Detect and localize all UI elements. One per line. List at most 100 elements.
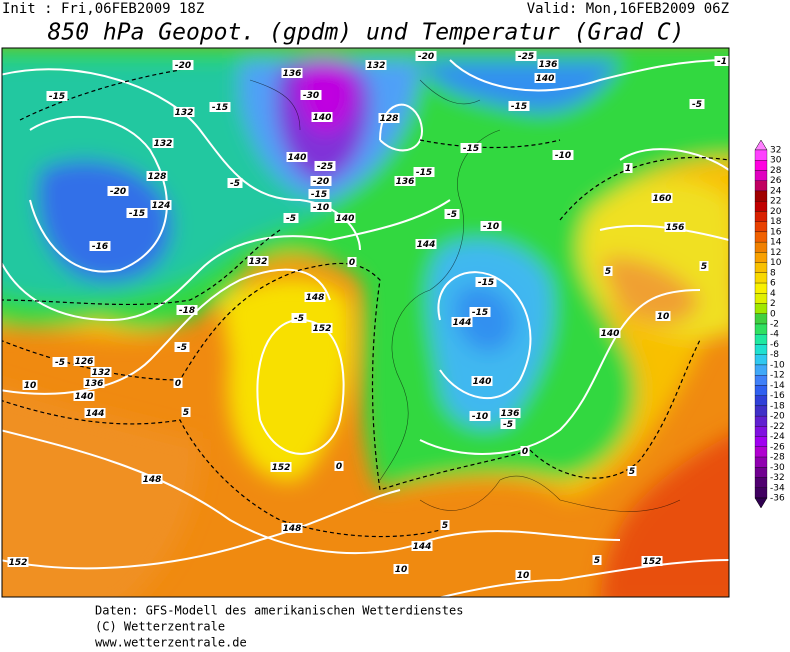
contour-label: 132 — [154, 139, 173, 149]
contour-label: -15 — [511, 102, 527, 112]
contour-label-box — [46, 91, 68, 101]
contour-label: 5 — [701, 262, 707, 272]
contour-label-box — [334, 461, 344, 471]
scale-swatch — [754, 262, 768, 273]
scale-swatch — [754, 252, 768, 263]
scale-label: 6 — [770, 279, 776, 289]
geopotential-contours — [2, 59, 729, 597]
contour-label: -15 — [49, 92, 65, 102]
scale-swatch — [754, 436, 768, 447]
contour-label: -15 — [416, 168, 432, 178]
scale-swatch — [754, 354, 768, 366]
scale-label: -12 — [770, 371, 785, 381]
scale-label: 30 — [770, 156, 782, 166]
contour-label-box — [394, 176, 416, 186]
contour-label-box — [141, 474, 163, 484]
contour-label-box — [181, 407, 191, 417]
contour-label-box — [281, 523, 303, 533]
contour-label-box — [641, 556, 663, 566]
contour-label: 0 — [175, 379, 181, 389]
scale-swatch — [754, 334, 768, 345]
contour-label: -15 — [478, 278, 494, 288]
contour-label: -30 — [303, 91, 319, 101]
contour-label-box — [515, 570, 531, 580]
scale-swatch — [754, 375, 768, 386]
scale-label: -4 — [770, 330, 779, 340]
contour-label-box — [475, 277, 497, 287]
contour-label: 148 — [306, 293, 325, 303]
scale-label: -30 — [770, 463, 785, 473]
contour-label: 128 — [148, 172, 167, 182]
contour-label: 1 — [625, 164, 631, 174]
contour-label: 140 — [75, 392, 94, 402]
contour-label: 140 — [288, 153, 307, 163]
contour-label-box — [393, 564, 409, 574]
scale-label: -26 — [770, 442, 785, 452]
scale-swatch — [754, 293, 768, 304]
scale-label: 18 — [770, 217, 782, 227]
contour-label: 132 — [249, 257, 268, 267]
scale-label: -32 — [770, 473, 785, 483]
scale-label: -6 — [770, 340, 779, 350]
contour-label-box — [52, 357, 68, 367]
contour-label: 10 — [517, 571, 530, 581]
contour-label-box — [515, 51, 537, 61]
valid-time: Valid: Mon,16FEB2009 06Z — [527, 1, 729, 17]
scale-swatch — [754, 364, 768, 376]
scale-swatch — [754, 467, 768, 478]
contour-label: 160 — [653, 194, 672, 204]
scale-swatch — [754, 190, 768, 202]
contour-label: 144 — [86, 409, 105, 419]
contour-label-box — [22, 380, 38, 390]
contour-label-box — [150, 200, 172, 210]
contour-label-box — [499, 408, 521, 418]
footer-url: www.wetterzentrale.de — [95, 636, 247, 649]
contour-label-box — [444, 209, 460, 219]
scale-label: 16 — [770, 227, 782, 237]
contour-label: -5 — [294, 314, 304, 324]
scale-label: -14 — [770, 381, 785, 391]
contour-label-box — [334, 213, 356, 223]
contour-label-box — [500, 419, 516, 429]
contour-label-box — [508, 101, 530, 111]
scale-label: -18 — [770, 401, 785, 411]
contour-label-box — [286, 152, 308, 162]
scale-label: 0 — [770, 309, 776, 319]
contour-label: 0 — [522, 447, 528, 457]
scale-swatch — [754, 344, 768, 355]
contour-label-box — [413, 167, 435, 177]
scale-swatch — [754, 426, 768, 437]
contour-label: 136 — [283, 69, 302, 79]
contour-label-box — [699, 261, 709, 271]
contour-label-box — [599, 328, 621, 338]
contour-label-box — [173, 378, 183, 388]
contour-label: 136 — [501, 409, 520, 419]
contour-label: 148 — [283, 524, 302, 534]
contour-label: -15 — [472, 308, 488, 318]
contour-label: -10 — [313, 203, 329, 213]
scale-swatch — [754, 211, 768, 222]
scale-label: 12 — [770, 248, 781, 258]
contour-label-box — [411, 541, 433, 551]
init-time: Init : Fri,06FEB2009 18Z — [2, 1, 204, 17]
contour-label: 144 — [417, 240, 436, 250]
contour-label-box — [291, 313, 307, 323]
contour-label: -5 — [230, 179, 240, 189]
contour-label-box — [592, 555, 602, 565]
contour-label: 140 — [601, 329, 620, 339]
contour-label-box — [415, 51, 437, 61]
contour-label: -5 — [55, 358, 65, 368]
scale-swatch — [754, 272, 768, 284]
contour-label: 136 — [539, 60, 558, 70]
contour-label-box — [311, 112, 333, 122]
contour-label-box — [623, 163, 633, 173]
scale-swatch — [754, 487, 768, 499]
contour-label-box — [451, 317, 473, 327]
contour-label-box — [73, 356, 95, 366]
contour-label-box — [308, 189, 330, 199]
scale-label: 32 — [770, 146, 781, 156]
temperature-field — [2, 48, 729, 597]
contour-label: 136 — [85, 379, 104, 389]
contour-label-box — [469, 411, 491, 421]
